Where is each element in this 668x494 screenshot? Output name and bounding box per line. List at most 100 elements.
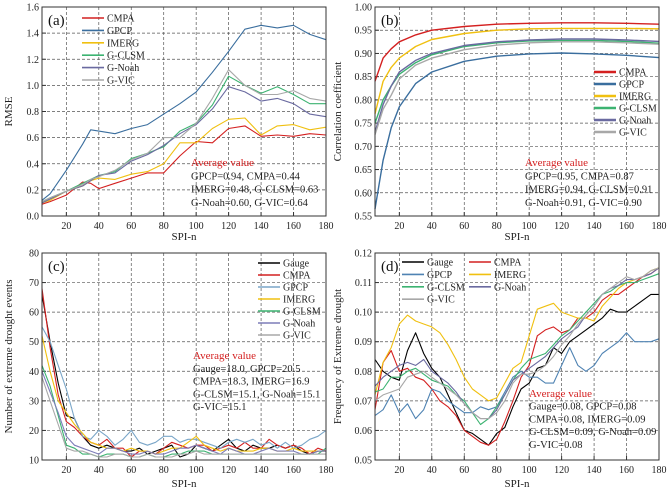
legend-label-g-clsm: G-CLSM — [619, 104, 657, 115]
series-line-g-vic — [41, 69, 327, 203]
y-tick-label: 0.09 — [355, 337, 373, 348]
series-line-imerg — [374, 27, 660, 114]
annotation-line: G-CLSM=15.1, G-Noah=15.1 — [193, 389, 320, 400]
y-tick-label: 50 — [29, 337, 39, 348]
x-tick-label: 100 — [522, 221, 537, 232]
y-tick-label: 1.00 — [355, 3, 373, 14]
legend-label-g-vic: G-VIC — [619, 128, 647, 139]
legend-label-g-clsm: G-CLSM — [283, 307, 321, 318]
y-tick-label: 1.6 — [27, 3, 40, 14]
x-tick-label: 100 — [522, 465, 537, 476]
x-tick-label: 120 — [554, 465, 569, 476]
legend-label-gpcp: GPCP — [283, 283, 308, 294]
legend-label-g-vic: G-VIC — [283, 331, 311, 342]
average-annotation: Average value Gauge=0.08, GPCP=0.08CMPA=0… — [529, 388, 656, 451]
average-annotation: Average value Gauge=18.0, GPCP=20.5 CMPA=1… — [193, 350, 320, 413]
x-tick-label: 120 — [221, 221, 236, 232]
y-tick-label: 1.2 — [27, 55, 40, 66]
y-tick-label: 0.05 — [355, 456, 373, 467]
legend-label-g-clsm: G-CLSM — [427, 282, 465, 293]
x-tick-label: 40 — [427, 221, 437, 232]
y-tick-label: 0.85 — [355, 72, 373, 83]
annotation-line: IMERG=0.94, G-CLSM=0.91 — [525, 185, 652, 196]
y-tick-label: 0.11 — [355, 278, 372, 289]
x-tick-label: 160 — [286, 465, 301, 476]
y-tick-label: 40 — [29, 367, 39, 378]
x-tick-label: 60 — [459, 221, 469, 232]
y-tick-label: 60 — [29, 308, 39, 319]
series-line-g-vic — [374, 267, 660, 420]
legend-label-imerg: IMERG — [107, 38, 139, 49]
annotation-line: IMERG=0.48, G-CLSM=0.63 — [191, 185, 318, 196]
plot-frame — [374, 6, 660, 217]
series-line-g-vic — [374, 41, 660, 135]
annotation-line: G-VIC=0.08 — [529, 440, 582, 451]
annotation-line: G-Noah=0.60, G-VIC=0.64 — [191, 198, 309, 209]
annotation-title: Average value — [529, 388, 592, 400]
x-tick-label: 140 — [254, 465, 269, 476]
series-line-cmpa — [374, 22, 660, 82]
x-tick-label: 100 — [189, 465, 204, 476]
legend-label-gauge: Gauge — [427, 258, 454, 269]
x-tick-label: 160 — [286, 221, 301, 232]
y-axis-label: Number of extreme drought events — [3, 280, 15, 434]
x-tick-label: 140 — [254, 221, 269, 232]
x-tick-label: 180 — [319, 221, 334, 232]
legend-label-cmpa: CMPA — [619, 68, 647, 79]
panel-label: (b) — [381, 13, 399, 29]
series-line-gpcp — [374, 52, 660, 210]
x-tick-label: 140 — [587, 465, 602, 476]
legend-label-imerg: IMERG — [283, 295, 315, 306]
y-tick-label: 0.65 — [355, 165, 373, 176]
y-tick-label: 1.4 — [27, 29, 40, 40]
legend-label-imerg: IMERG — [494, 270, 526, 281]
x-tick-label: 180 — [652, 465, 667, 476]
x-tick-label: 180 — [319, 465, 334, 476]
x-tick-label: 20 — [394, 221, 404, 232]
x-tick-label: 180 — [652, 221, 667, 232]
legend-label-g-noah: G-Noah — [107, 63, 139, 74]
y-tick-label: 0.2 — [27, 185, 40, 196]
annotation-line: GPCP=0.94, CMPA=0.44 — [191, 171, 301, 182]
x-tick-label: 120 — [554, 221, 569, 232]
x-tick-label: 20 — [61, 221, 71, 232]
x-tick-label: 140 — [587, 221, 602, 232]
y-tick-label: 0.8 — [27, 107, 40, 118]
x-tick-label: 40 — [94, 221, 104, 232]
x-tick-label: 80 — [492, 465, 502, 476]
annotation-line: CMPA=18.3, IMERG=16.9 — [193, 377, 309, 388]
legend-label-gauge: Gauge — [283, 259, 310, 270]
legend-label-imerg: IMERG — [619, 92, 651, 103]
y-tick-label: 0.80 — [355, 95, 373, 106]
x-tick-label: 120 — [221, 465, 236, 476]
plot-frame — [41, 252, 327, 461]
y-tick-label: 1.0 — [27, 81, 40, 92]
legend-label-gpcp: GPCP — [107, 26, 132, 37]
panel-d: 20 40 60 80 100 120 140 160 180 0.05 0.06 0.07 0.08 0… — [332, 249, 667, 491]
annotation-title: Average value — [193, 350, 256, 362]
panel-b: 20 40 60 80 100 120 140 160 180 0.55 0.60 0.65 0.70 0… — [332, 3, 667, 244]
annotation-line: G-CLSM=0.09, G-Noah=0.09 — [529, 427, 656, 438]
y-tick-label: 0.90 — [355, 49, 373, 60]
x-axis-label: SPI-n — [504, 231, 530, 243]
series-line-cmpa — [374, 267, 660, 446]
average-annotation: Average value GPCP=0.94, CMPA=0.44 IMERG=0… — [191, 157, 318, 209]
average-annotation: Average value GPCP=0.95, CMPA=0.87 IMERG=0… — [525, 157, 652, 209]
annotation-line: CMPA=0.08, IMERG=0.09 — [529, 414, 645, 425]
legend-label-gpcp: GPCP — [619, 80, 644, 91]
x-tick-label: 160 — [619, 465, 634, 476]
annotation-title: Average value — [191, 157, 254, 169]
y-tick-label: 0.55 — [355, 212, 373, 223]
series-line-g-noah — [41, 371, 326, 455]
y-tick-label: 0.0 — [27, 212, 40, 223]
series-line-g-vic — [41, 377, 326, 458]
y-tick-label: 0.95 — [355, 26, 373, 37]
y-tick-label: 0.4 — [27, 159, 40, 170]
series-line-g-noah — [41, 86, 327, 204]
legend-label-g-vic: G-VIC — [107, 76, 135, 87]
y-axis-label: Correlation coefficient — [332, 62, 344, 162]
x-tick-label: 60 — [126, 465, 136, 476]
panel-c: 20 40 60 80 100 120 140 160 180 10 20 30 40 50 60 70 80 (… — [3, 249, 334, 491]
